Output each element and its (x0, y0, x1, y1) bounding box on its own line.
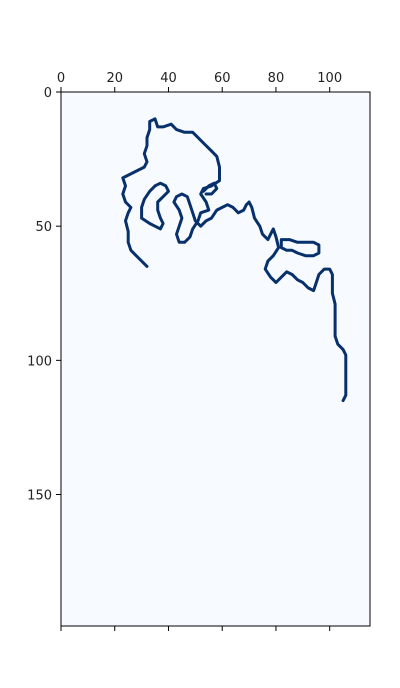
x-tick-label: 0 (57, 71, 65, 86)
y-tick-label: 50 (35, 220, 52, 235)
x-tick-label: 20 (106, 71, 123, 86)
plot-background (61, 92, 370, 626)
y-tick-label: 100 (27, 354, 52, 369)
contour-layer (121, 117, 348, 403)
plot-frame (60, 91, 371, 627)
x-tick-label: 60 (214, 71, 231, 86)
x-tick-label: 100 (317, 71, 342, 86)
y-tick-label: 0 (44, 86, 52, 101)
contour-1 (121, 117, 348, 403)
y-tick-label: 150 (27, 489, 52, 504)
contour-2 (140, 181, 170, 231)
contour-3 (279, 238, 321, 258)
y-axis: 0 50 100 150 (27, 86, 61, 504)
x-tick-label: 80 (268, 71, 285, 86)
x-tick-label: 40 (160, 71, 177, 86)
x-axis: 0 20 40 60 80 100 (57, 71, 342, 631)
contour-4 (201, 181, 219, 196)
